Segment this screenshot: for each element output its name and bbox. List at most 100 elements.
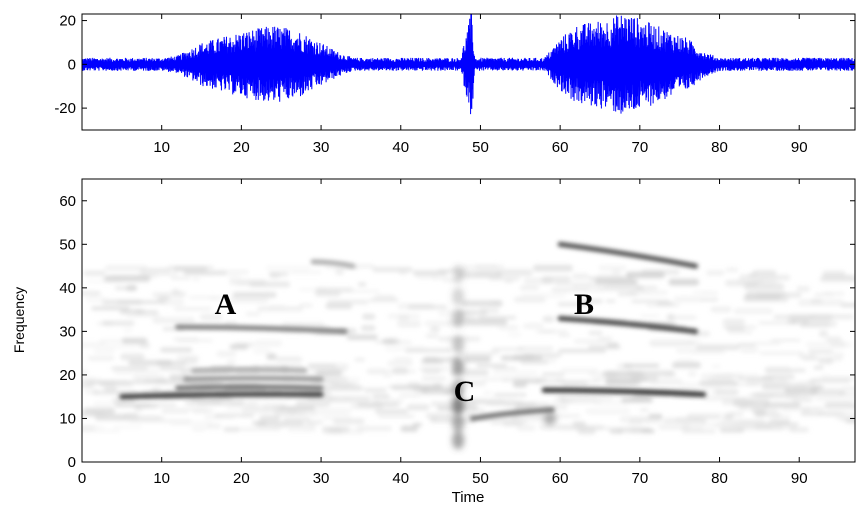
spectrogram-noise-streak — [500, 355, 543, 361]
spectrogram-noise-streak — [759, 351, 805, 355]
spectrogram-noise-streak — [763, 402, 801, 408]
spectrogram-broadband-blob — [452, 357, 465, 376]
spectrogram-noise-streak — [589, 276, 634, 281]
spectrogram-noise-streak — [199, 313, 223, 321]
spectrogram-noise-streak — [605, 299, 616, 303]
spectrogram-feature-B-high — [557, 241, 699, 269]
spectrogram-noise-streak — [335, 376, 361, 382]
spectrogram-noise-streak — [748, 272, 758, 278]
spectrogram-noise-streak — [668, 278, 700, 286]
spectrogram-noise-streak — [500, 325, 518, 331]
spectrogram-noise-streak — [512, 380, 527, 388]
spectrogram-y-tick-label: 50 — [59, 236, 76, 253]
spectrogram-noise-streak — [520, 292, 567, 299]
spectrogram-noise-streak — [254, 339, 283, 347]
spectrogram-noise-streak — [82, 370, 89, 374]
spectrogram-noise-streak — [126, 312, 160, 318]
spectrogram-noise-streak — [227, 273, 242, 280]
spectrogram-broadband-blob — [452, 287, 465, 306]
spectrogram-noise-streak — [689, 350, 726, 355]
spectrogram-noise-streak — [695, 344, 740, 351]
spectrogram-noise-streak — [282, 417, 310, 422]
spectrogram-noise-streak — [112, 398, 136, 403]
spectrogram-noise-streak — [229, 278, 267, 286]
spectrogram-noise-streak — [495, 269, 533, 277]
waveform-x-tick-label: 90 — [791, 139, 808, 156]
spectrogram-noise-streak — [501, 377, 512, 382]
waveform-y-tick-label: 20 — [59, 13, 76, 30]
spectrogram-noise-streak — [550, 413, 581, 419]
spectrogram-noise-streak — [629, 417, 659, 422]
spectrogram-noise-streak — [579, 299, 603, 303]
spectrogram-noise-streak — [727, 330, 753, 334]
spectrogram-noise-streak — [836, 416, 855, 421]
spectrogram-noise-streak — [725, 267, 739, 273]
spectrogram-noise-streak — [330, 363, 349, 370]
spectrogram-noise-streak — [236, 427, 281, 432]
spectrogram-noise-streak — [214, 269, 249, 275]
spectrogram-noise-streak — [822, 270, 846, 276]
spectrogram-noise-streak — [681, 424, 691, 431]
spectrogram-noise-streak — [422, 368, 441, 375]
spectrogram-noise-streak — [257, 306, 304, 312]
spectrogram-noise-streak — [786, 320, 798, 324]
spectrogram-noise-streak — [810, 298, 823, 304]
spectrogram-noise-streak — [621, 397, 654, 403]
spectrogram-noise-streak — [842, 385, 855, 390]
spectrogram-noise-streak — [333, 289, 380, 293]
spectrogram-noise-streak — [788, 314, 833, 321]
spectrogram-noise-streak — [681, 429, 716, 434]
spectrogram-noise-streak — [796, 285, 811, 292]
spectrogram-noise-streak — [421, 375, 447, 382]
spectrogram-noise-streak — [722, 325, 757, 329]
spectrogram-noise-streak — [753, 341, 781, 346]
spectrogram-noise-streak — [173, 336, 199, 342]
spectrogram-noise-streak — [346, 334, 378, 340]
spectrogram-noise-streak — [321, 426, 350, 433]
spectrogram-noise-streak — [82, 377, 96, 385]
spectrogram-image — [82, 179, 855, 462]
spectrogram-noise-streak — [327, 299, 369, 305]
spectrogram-noise-streak — [398, 269, 408, 276]
spectrogram-x-tick-label: 30 — [313, 470, 330, 487]
spectrogram-noise-streak — [171, 276, 190, 281]
spectrogram-noise-streak — [597, 336, 613, 341]
spectrogram-noise-streak — [507, 331, 522, 338]
spectrogram-noise-streak — [686, 413, 721, 420]
y-axis-label: Frequency — [11, 287, 27, 353]
spectrogram-noise-streak — [275, 356, 303, 363]
spectrogram-noise-streak — [458, 309, 488, 316]
spectrogram-noise-streak — [819, 275, 855, 283]
spectrogram-y-tick-label: 10 — [59, 410, 76, 427]
spectrogram-noise-streak — [737, 377, 774, 381]
spectrogram-noise-streak — [476, 363, 507, 368]
spectrogram-noise-streak — [393, 357, 412, 361]
spectrogram-noise-streak — [572, 272, 589, 278]
spectrogram-broadband-blob — [452, 265, 465, 284]
spectrogram-noise-streak — [191, 426, 206, 432]
waveform-x-tick-label: 30 — [313, 139, 330, 156]
spectrogram-noise-streak — [560, 368, 599, 374]
spectrogram-noise-streak — [504, 278, 514, 284]
spectrogram-noise-streak — [713, 422, 757, 428]
waveform-x-ticks: 10 20 30 40 50 60 70 80 90 — [153, 14, 808, 156]
waveform-x-tick-label: 40 — [392, 139, 409, 156]
spectrogram-noise-streak — [558, 333, 571, 338]
spectrogram-noise-streak — [666, 313, 675, 321]
spectrogram-x-tick-label: 80 — [711, 470, 728, 487]
spectrogram-noise-streak — [524, 380, 542, 384]
spectrogram-noise-streak — [400, 425, 418, 432]
spectrogram-broadband-blob — [452, 335, 465, 354]
spectrogram-noise-streak — [517, 346, 554, 352]
spectrogram-noise-streak — [161, 407, 190, 414]
spectrogram-noise-streak — [128, 415, 162, 423]
waveform-x-tick-label: 20 — [233, 139, 250, 156]
spectrogram-noise-streak — [357, 282, 367, 287]
spectrogram-noise-streak — [82, 412, 107, 417]
waveform-x-tick-label: 10 — [153, 139, 170, 156]
spectrogram-noise-streak — [188, 407, 208, 412]
spectrogram-noise-streak — [818, 330, 829, 337]
spectrogram-noise-streak — [667, 315, 697, 320]
spectrogram-noise-streak — [362, 313, 376, 320]
